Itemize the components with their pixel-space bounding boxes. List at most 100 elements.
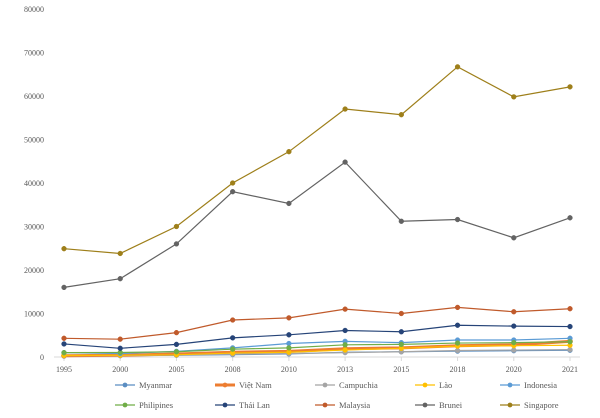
- data-point: [61, 335, 67, 341]
- data-point: [511, 347, 517, 353]
- data-point: [173, 349, 180, 355]
- data-point: [286, 315, 292, 321]
- legend-item: Malaysia: [315, 400, 370, 410]
- data-point: [454, 347, 461, 354]
- data-point: [511, 339, 517, 346]
- legend-item: Singapore: [500, 400, 559, 410]
- series-malaysia: [61, 304, 573, 342]
- series-thái-lan: [61, 322, 573, 351]
- legend-swatch-marker: [422, 382, 428, 388]
- legend-label: Singapore: [524, 400, 559, 410]
- legend-swatch-marker: [222, 402, 228, 408]
- series-line: [63, 344, 571, 357]
- series-line: [63, 161, 571, 288]
- data-point: [342, 106, 348, 112]
- series-philipines: [61, 339, 573, 356]
- legend-swatch-marker: [122, 382, 128, 388]
- data-point: [567, 306, 573, 312]
- data-point: [173, 329, 180, 336]
- data-point: [173, 341, 180, 348]
- data-point: [454, 64, 461, 70]
- data-point: [117, 276, 123, 282]
- y-tick-label: 80000: [24, 5, 44, 14]
- legend-item: Việt Nam: [215, 380, 272, 390]
- data-point: [398, 310, 404, 317]
- legend-swatch-marker: [507, 382, 513, 388]
- data-point: [567, 323, 573, 330]
- data-point: [117, 250, 123, 257]
- x-tick-label: 2010: [281, 365, 297, 374]
- legend: Myanmar Việt Nam Campuchia Lào Indonesia Phil…: [115, 380, 559, 410]
- data-point: [286, 349, 292, 355]
- legend-label: Malaysia: [339, 400, 370, 410]
- x-tick-label: 2008: [225, 365, 241, 374]
- data-point: [286, 200, 292, 207]
- legend-item: Lào: [415, 380, 452, 390]
- legend-swatch-marker: [322, 382, 328, 388]
- legend-item: Thái Lan: [215, 400, 271, 410]
- x-tick-label: 2000: [112, 365, 128, 374]
- legend-label: Việt Nam: [239, 380, 272, 390]
- legend-label: Philipines: [139, 400, 173, 410]
- data-point: [454, 304, 461, 311]
- legend-item: Myanmar: [115, 380, 172, 390]
- data-point: [454, 216, 461, 223]
- x-tick-label: 2020: [506, 365, 522, 374]
- data-point: [342, 327, 348, 334]
- data-point: [286, 149, 292, 155]
- y-tick-label: 30000: [24, 223, 44, 232]
- legend-label: Indonesia: [524, 380, 557, 390]
- data-point: [286, 345, 292, 351]
- data-point: [567, 346, 573, 353]
- x-tick-label: 2005: [168, 365, 184, 374]
- y-tick-label: 10000: [24, 310, 44, 319]
- data-point: [117, 345, 123, 351]
- data-point: [61, 246, 67, 252]
- data-point: [398, 112, 404, 118]
- legend-label: Brunei: [439, 400, 463, 410]
- legend-label: Campuchia: [339, 380, 378, 390]
- y-tick-label: 60000: [24, 92, 44, 101]
- data-point: [286, 332, 292, 338]
- y-tick-label: 20000: [24, 266, 44, 275]
- legend-item: Philipines: [115, 400, 173, 410]
- data-point: [511, 235, 517, 241]
- y-tick-label: 70000: [24, 49, 44, 58]
- data-point: [173, 241, 180, 247]
- data-point: [454, 340, 461, 346]
- series-line: [63, 306, 571, 340]
- data-point: [342, 347, 348, 353]
- legend-swatch-marker: [507, 402, 513, 408]
- data-point: [230, 189, 236, 195]
- legend-swatch-marker: [322, 402, 328, 408]
- y-tick-label: 40000: [24, 179, 44, 188]
- data-point: [567, 215, 573, 221]
- data-point: [61, 284, 67, 291]
- data-point: [61, 341, 67, 347]
- x-tick-label: 2021: [562, 365, 578, 374]
- data-point: [230, 335, 236, 341]
- legend-item: Indonesia: [500, 380, 557, 390]
- data-point: [398, 341, 404, 348]
- data-point: [567, 84, 573, 90]
- legend-label: Myanmar: [139, 380, 172, 390]
- data-point: [230, 346, 236, 352]
- x-tick-label: 1995: [56, 365, 72, 374]
- legend-label: Lào: [439, 380, 452, 390]
- chart-axes: 0 10000 20000 30000 40000 50000 60000 70000 8000…: [24, 5, 580, 374]
- series-layer: [61, 64, 573, 359]
- legend-item: Campuchia: [315, 380, 378, 390]
- data-point: [230, 317, 236, 323]
- legend-swatch-marker: [122, 402, 128, 408]
- x-tick-label: 2013: [337, 365, 353, 374]
- y-tick-label: 0: [40, 353, 44, 362]
- data-point: [398, 218, 404, 224]
- series-brunei: [61, 159, 573, 291]
- x-tick-label: 2018: [450, 365, 466, 374]
- y-tick-label: 50000: [24, 136, 44, 145]
- legend-label: Thái Lan: [239, 400, 271, 410]
- data-point: [398, 329, 404, 335]
- series-line: [63, 324, 571, 349]
